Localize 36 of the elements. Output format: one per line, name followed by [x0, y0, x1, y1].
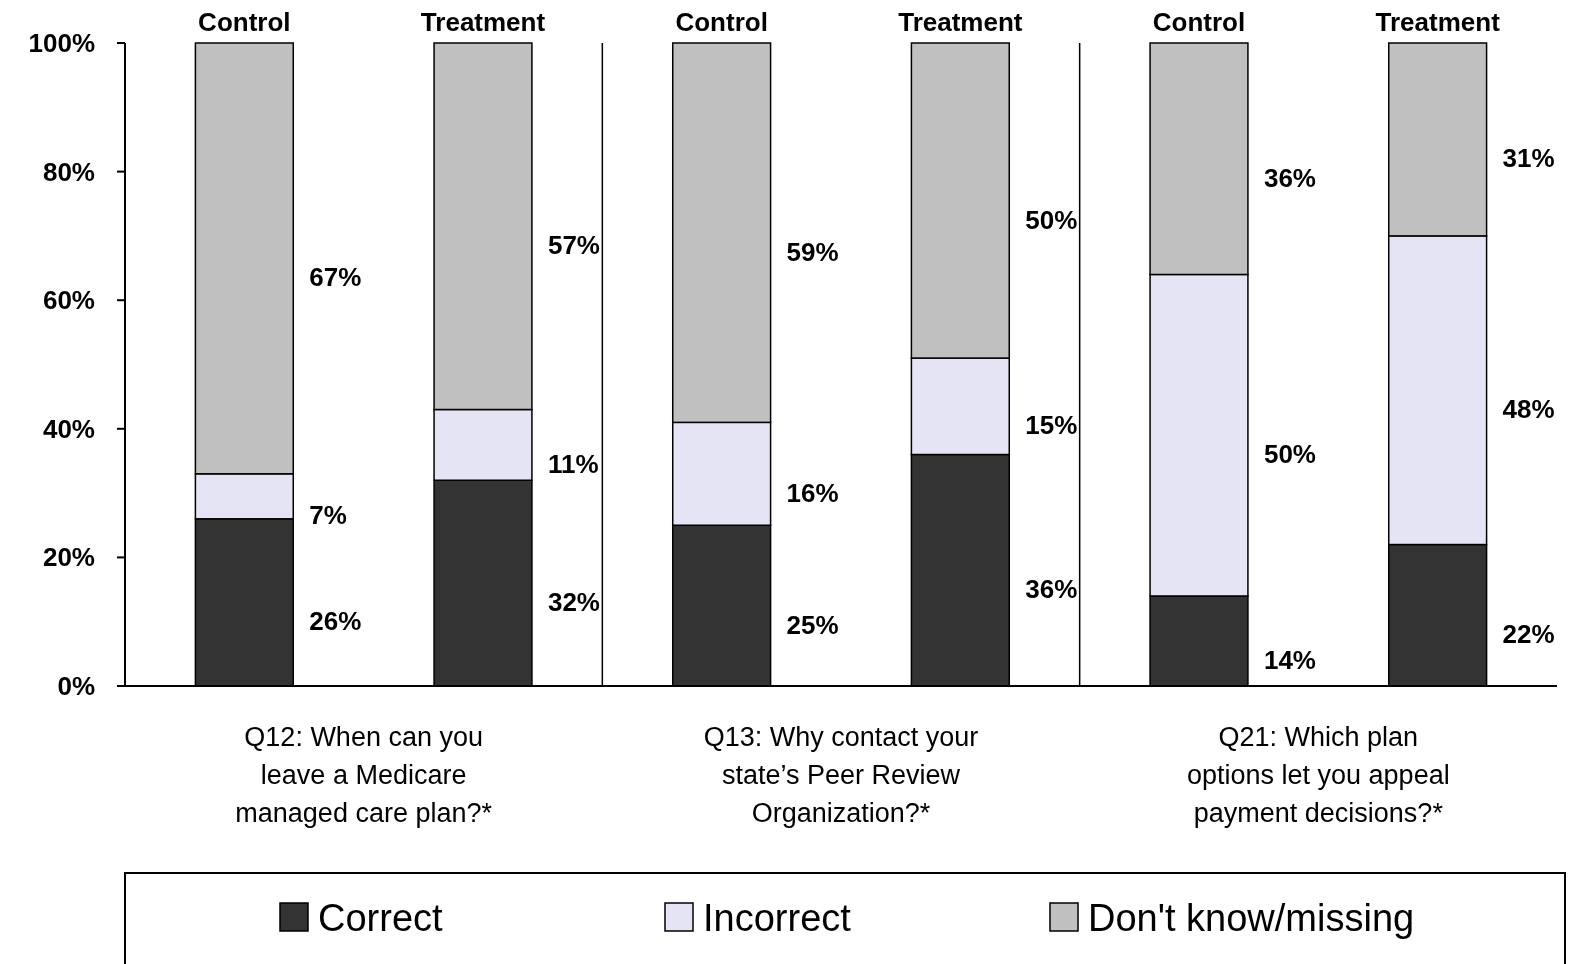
text: 11% [547, 448, 599, 479]
text: 32% [547, 587, 600, 618]
text: 25% [786, 609, 839, 640]
text: 48% [1502, 394, 1555, 425]
y-tick-label: 100% [28, 28, 95, 58]
legend-label: Don't know/missing [1088, 897, 1415, 939]
legend-label: Correct [318, 897, 444, 939]
text: 31% [1502, 143, 1555, 174]
y-tick-label: 60% [42, 285, 95, 316]
text: Q13: Why contact your state’s Peer Review Organization?* [703, 722, 979, 828]
x-tick-label: Control [675, 7, 768, 37]
text: 16% [786, 477, 839, 508]
y-tick-label: 0% [57, 671, 95, 701]
text: 7% [309, 500, 347, 531]
x-tick-label: Control [198, 7, 291, 37]
text: 26% [309, 606, 362, 637]
x-tick-label: Treatment [1375, 7, 1501, 37]
text: 67% [309, 262, 362, 293]
text: 59% [786, 236, 839, 267]
text: 57% [547, 230, 600, 261]
text: Q21: Which plan options let you appeal payment decisions?* [1186, 722, 1450, 828]
text: 22% [1502, 619, 1555, 650]
legend-label: Incorrect [703, 897, 852, 939]
x-tick-label: Treatment [420, 7, 546, 37]
text: 36% [1025, 574, 1078, 605]
x-tick-label: Control [1152, 7, 1246, 37]
y-tick-label: 80% [42, 156, 95, 187]
text: 14% [1263, 644, 1316, 675]
text: 15% [1025, 410, 1078, 441]
y-tick-label: 40% [42, 413, 95, 444]
text: 36% [1263, 162, 1316, 193]
x-tick-label: Treatment [898, 7, 1023, 37]
text: 50% [1025, 204, 1078, 235]
text: 50% [1263, 439, 1316, 470]
text: Q12: When can you leave a Medicare managed care plan?* [235, 722, 493, 828]
y-tick-label: 20% [42, 542, 95, 573]
